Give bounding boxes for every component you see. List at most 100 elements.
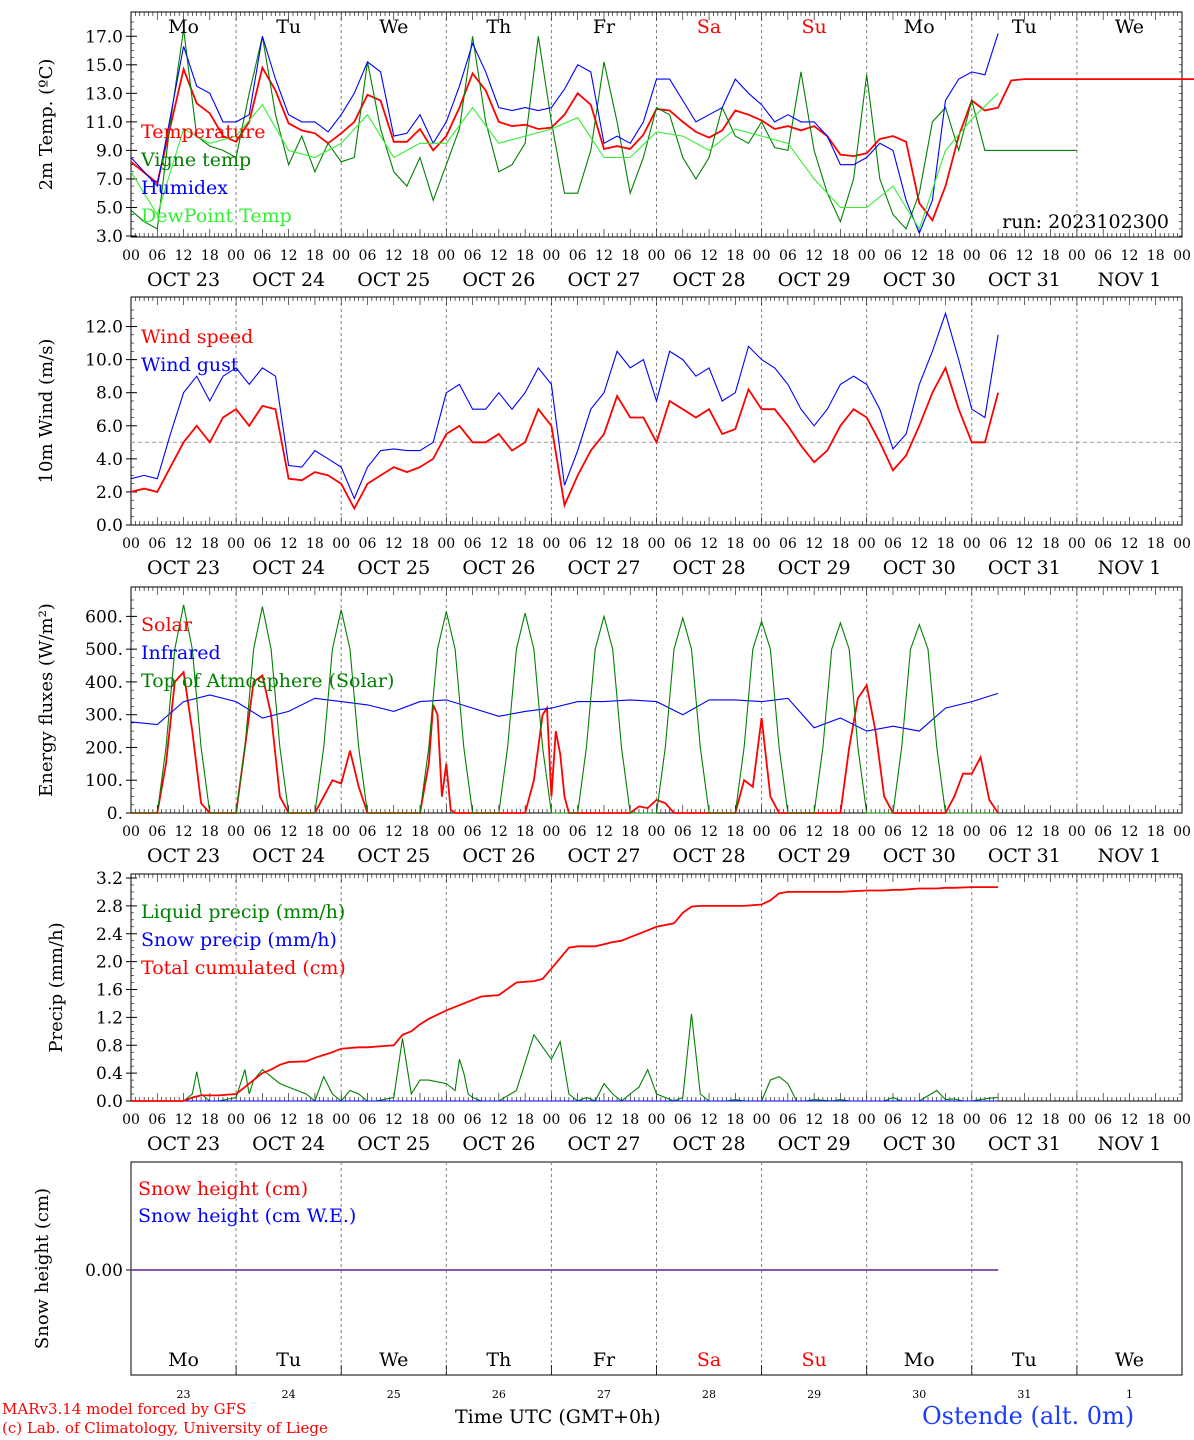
x-hour-label: 00 bbox=[1068, 1112, 1086, 1128]
x-axis-title: Time UTC (GMT+0h) bbox=[455, 1406, 661, 1428]
x-hour-label: 18 bbox=[832, 824, 850, 840]
x-hour-label: 18 bbox=[201, 248, 219, 264]
y-tick-label: 0.0 bbox=[96, 1092, 123, 1112]
x-hour-label: 00 bbox=[1173, 536, 1191, 552]
x-date-label: OCT 26 bbox=[462, 1133, 535, 1155]
legend-entry: Temperature bbox=[141, 121, 265, 143]
x-hour-label: 18 bbox=[1147, 248, 1165, 264]
x-date-label: NOV 1 bbox=[1098, 845, 1162, 867]
day-number-label: 30 bbox=[912, 1388, 926, 1401]
x-hour-label: 00 bbox=[227, 1112, 245, 1128]
x-date-label: OCT 28 bbox=[673, 1133, 746, 1155]
weekday-label-top: Tu bbox=[1012, 16, 1037, 38]
x-hour-label: 18 bbox=[411, 1112, 429, 1128]
weekday-label-bottom: Th bbox=[486, 1349, 511, 1371]
credits-line2: (c) Lab. of Climatology, University of L… bbox=[2, 1419, 328, 1437]
x-hour-label: 06 bbox=[884, 824, 902, 840]
x-hour-label: 12 bbox=[700, 1112, 718, 1128]
x-hour-label: 18 bbox=[306, 824, 324, 840]
x-hour-label: 12 bbox=[280, 824, 298, 840]
x-hour-label: 06 bbox=[779, 248, 797, 264]
x-date-label: NOV 1 bbox=[1098, 557, 1162, 579]
x-hour-label: 12 bbox=[280, 248, 298, 264]
y-tick-label: 0.4 bbox=[96, 1064, 123, 1084]
x-hour-label: 12 bbox=[385, 1112, 403, 1128]
x-hour-label: 00 bbox=[122, 1112, 140, 1128]
x-hour-label: 12 bbox=[1015, 824, 1033, 840]
x-hour-label: 12 bbox=[175, 536, 193, 552]
x-hour-label: 18 bbox=[726, 1112, 744, 1128]
x-hour-label: 18 bbox=[937, 1112, 955, 1128]
day-number-label: 27 bbox=[597, 1388, 611, 1401]
series-line bbox=[130, 65, 1194, 223]
weekday-label-top: Su bbox=[802, 16, 827, 38]
y-axis-label: 10m Wind (m/s) bbox=[36, 339, 57, 484]
y-tick-label: 6.0 bbox=[96, 417, 123, 437]
x-hour-label: 00 bbox=[648, 536, 666, 552]
x-hour-label: 12 bbox=[700, 824, 718, 840]
weekday-label-bottom: Mo bbox=[168, 1349, 199, 1371]
x-date-label: OCT 30 bbox=[883, 557, 956, 579]
x-hour-label: 12 bbox=[490, 1112, 508, 1128]
legend-entry: Snow precip (mm/h) bbox=[141, 929, 337, 951]
weekday-label-top: We bbox=[1115, 16, 1144, 38]
x-hour-label: 18 bbox=[411, 536, 429, 552]
x-hour-label: 06 bbox=[884, 1112, 902, 1128]
x-hour-label: 00 bbox=[332, 248, 350, 264]
x-hour-label: 00 bbox=[1173, 824, 1191, 840]
run-annotation: run: 2023102300 bbox=[1002, 211, 1169, 233]
y-tick-label: 3.0 bbox=[96, 227, 123, 247]
x-hour-label: 12 bbox=[910, 1112, 928, 1128]
x-hour-label: 18 bbox=[201, 824, 219, 840]
x-hour-label: 06 bbox=[569, 248, 587, 264]
x-hour-label: 18 bbox=[937, 536, 955, 552]
x-hour-label: 06 bbox=[569, 1112, 587, 1128]
weekday-label-top: Fr bbox=[593, 16, 616, 38]
x-date-label: OCT 30 bbox=[883, 1133, 956, 1155]
x-hour-label: 12 bbox=[175, 1112, 193, 1128]
x-hour-label: 00 bbox=[122, 824, 140, 840]
x-hour-label: 00 bbox=[437, 248, 455, 264]
x-hour-label: 00 bbox=[648, 824, 666, 840]
x-hour-label: 06 bbox=[359, 248, 377, 264]
weekday-label-bottom: We bbox=[1115, 1349, 1144, 1371]
y-tick-label: 100. bbox=[85, 771, 123, 791]
x-date-label: OCT 31 bbox=[988, 845, 1061, 867]
y-tick-label: 2.8 bbox=[96, 897, 123, 917]
weekday-label-top: Mo bbox=[904, 16, 935, 38]
x-hour-label: 06 bbox=[359, 1112, 377, 1128]
x-hour-label: 12 bbox=[280, 536, 298, 552]
x-hour-label: 06 bbox=[989, 1112, 1007, 1128]
x-date-label: OCT 24 bbox=[252, 557, 325, 579]
x-hour-label: 00 bbox=[1173, 1112, 1191, 1128]
y-tick-label: 17.0 bbox=[85, 27, 123, 47]
y-tick-label: 15.0 bbox=[85, 56, 123, 76]
x-hour-label: 12 bbox=[595, 1112, 613, 1128]
x-hour-label: 12 bbox=[595, 248, 613, 264]
credits-line1: MARv3.14 model forced by GFS bbox=[2, 1400, 247, 1418]
station-name: Ostende (alt. 0m) bbox=[922, 1402, 1135, 1430]
x-date-label: OCT 26 bbox=[462, 269, 535, 291]
x-hour-label: 00 bbox=[858, 824, 876, 840]
x-date-label: OCT 31 bbox=[988, 557, 1061, 579]
x-hour-label: 06 bbox=[569, 536, 587, 552]
x-hour-label: 18 bbox=[411, 824, 429, 840]
legend-entry: Total cumulated (cm) bbox=[141, 957, 346, 979]
x-hour-label: 06 bbox=[1094, 1112, 1112, 1128]
y-tick-label: 0.8 bbox=[96, 1036, 123, 1056]
x-hour-label: 00 bbox=[753, 536, 771, 552]
x-hour-label: 00 bbox=[437, 824, 455, 840]
x-hour-label: 18 bbox=[516, 1112, 534, 1128]
x-hour-label: 00 bbox=[1068, 536, 1086, 552]
x-date-label: OCT 28 bbox=[673, 269, 746, 291]
x-hour-label: 00 bbox=[437, 536, 455, 552]
x-hour-label: 18 bbox=[201, 536, 219, 552]
y-tick-label: 1.2 bbox=[96, 1008, 123, 1028]
x-hour-label: 18 bbox=[1147, 536, 1165, 552]
x-hour-label: 06 bbox=[674, 824, 692, 840]
y-tick-label: 200. bbox=[85, 738, 123, 758]
x-date-label: OCT 31 bbox=[988, 269, 1061, 291]
y-tick-label: 8.0 bbox=[96, 384, 123, 404]
y-axis-label: Precip (mm/h) bbox=[46, 922, 67, 1052]
x-hour-label: 18 bbox=[832, 1112, 850, 1128]
